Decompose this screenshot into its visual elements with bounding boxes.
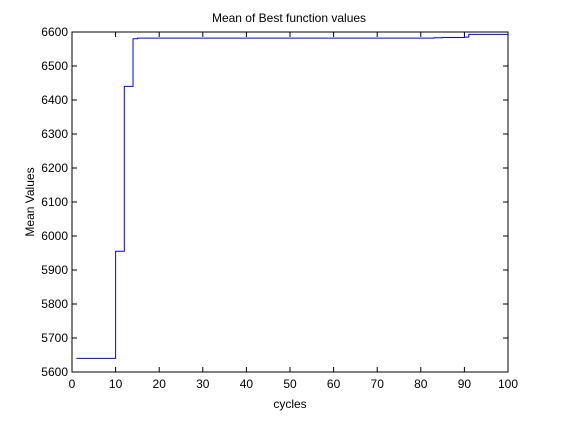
x-tick-label: 10 [109,377,123,391]
y-tick-label: 6300 [41,127,68,141]
watermark-subtitle: @稀土掘金技术社区 [450,403,540,416]
y-tick-label: 6100 [41,195,68,209]
x-tick-label: 70 [371,377,385,391]
y-tick-label: 6600 [41,25,68,39]
x-tick-label: 40 [240,377,254,391]
watermark-title: 天天Matlab [478,388,538,402]
axes-tick-labels: 0 10 20 30 40 50 60 70 80 90 100 5600 5700 5800 5900 60… [41,25,518,391]
plot-area [71,31,509,373]
x-axis-title: cycles [273,397,306,411]
x-tick-label: 80 [414,377,428,391]
y-tick-label: 5900 [41,263,68,277]
x-tick-label: 0 [69,377,76,391]
x-tick-label: 30 [196,377,210,391]
y-tick-label: 6200 [41,161,68,175]
x-tick-label: 20 [153,377,167,391]
axes-ticks [71,31,509,373]
x-tick-label: 90 [458,377,472,391]
x-tick-label: 60 [327,377,341,391]
x-tick-label: 50 [283,377,297,391]
y-tick-label: 5800 [41,297,68,311]
series-line [76,33,508,359]
y-tick-label: 6000 [41,229,68,243]
y-tick-label: 6400 [41,93,68,107]
watermark: 天天Matlab @稀土掘金技术社区 [450,388,540,416]
chart-title: Mean of Best function values [212,11,366,25]
y-tick-label: 5600 [41,365,68,379]
y-tick-label: 5700 [41,331,68,345]
x-tick-label: 100 [498,377,518,391]
y-tick-label: 6500 [41,59,68,73]
y-axis-title: Mean Values [23,167,37,236]
